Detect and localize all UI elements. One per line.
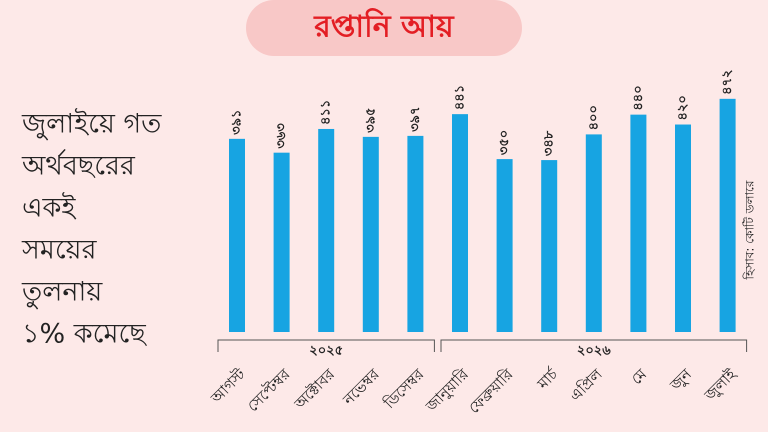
x-tick-label: আগস্ট bbox=[207, 365, 250, 408]
value-label: ৩৬৩ bbox=[274, 123, 289, 149]
annotation-line: ১% কমেছে bbox=[22, 319, 147, 350]
annotation-line: অর্থবছরের bbox=[21, 150, 136, 182]
bar bbox=[452, 114, 468, 333]
x-tick-label: ফেব্রুয়ারি bbox=[465, 365, 517, 417]
chart-title: রপ্তানি আয় bbox=[313, 8, 455, 45]
group-bracket bbox=[217, 339, 435, 352]
value-label: ৪৪০ bbox=[631, 85, 646, 110]
x-tick-label: মে bbox=[627, 365, 650, 388]
x-tick-label: এপ্রিল bbox=[566, 365, 606, 405]
bar bbox=[585, 134, 602, 332]
annotation-line: একই bbox=[22, 192, 76, 224]
x-tick-label: জুলাই bbox=[700, 364, 740, 404]
x-tick-label: জুন bbox=[666, 365, 696, 395]
bar bbox=[273, 152, 290, 332]
x-tick-label: ডিসেম্বর bbox=[380, 365, 428, 413]
value-label: ৪০০ bbox=[586, 105, 601, 130]
bar bbox=[318, 128, 335, 332]
title-pill bbox=[246, 0, 522, 56]
group-label: ২০২৬ bbox=[577, 344, 611, 359]
value-label: ৩৯১ bbox=[230, 110, 245, 135]
bar bbox=[675, 124, 691, 333]
annotation-line: তুলনায় bbox=[21, 277, 103, 309]
x-tick-label: মার্চ bbox=[533, 365, 562, 394]
bar bbox=[630, 114, 647, 332]
bar bbox=[541, 160, 558, 332]
x-tick-label: অক্টোবর bbox=[290, 365, 339, 414]
bar bbox=[407, 135, 424, 332]
bar bbox=[229, 138, 245, 332]
value-label: ৪১১ bbox=[319, 100, 334, 125]
x-tick-label: জানুয়ারি bbox=[421, 365, 472, 416]
value-label: ৩৫০ bbox=[497, 130, 512, 155]
value-label: ৪৪১ bbox=[453, 85, 468, 110]
annotation-line: সময়ের bbox=[21, 235, 98, 266]
group-label: ২০২৫ bbox=[309, 344, 343, 359]
value-label: ৪৭২ bbox=[720, 69, 735, 94]
x-tick-label: সেপ্টেম্বর bbox=[244, 365, 295, 416]
x-tick-label: নভেম্বর bbox=[339, 365, 384, 410]
value-label: ৩৪৮ bbox=[542, 130, 557, 156]
group-bracket bbox=[440, 339, 748, 352]
unit-note: হিসাব: কোটি ডলারে bbox=[743, 180, 757, 280]
bar bbox=[362, 136, 379, 332]
value-label: ৩৯৫ bbox=[363, 108, 378, 133]
bar bbox=[496, 159, 513, 332]
annotation-line: জুলাইয়ে গত bbox=[21, 108, 162, 140]
bar bbox=[719, 98, 736, 332]
value-label: ৪২০ bbox=[676, 95, 691, 120]
value-label: ৩৯৭ bbox=[408, 107, 423, 132]
